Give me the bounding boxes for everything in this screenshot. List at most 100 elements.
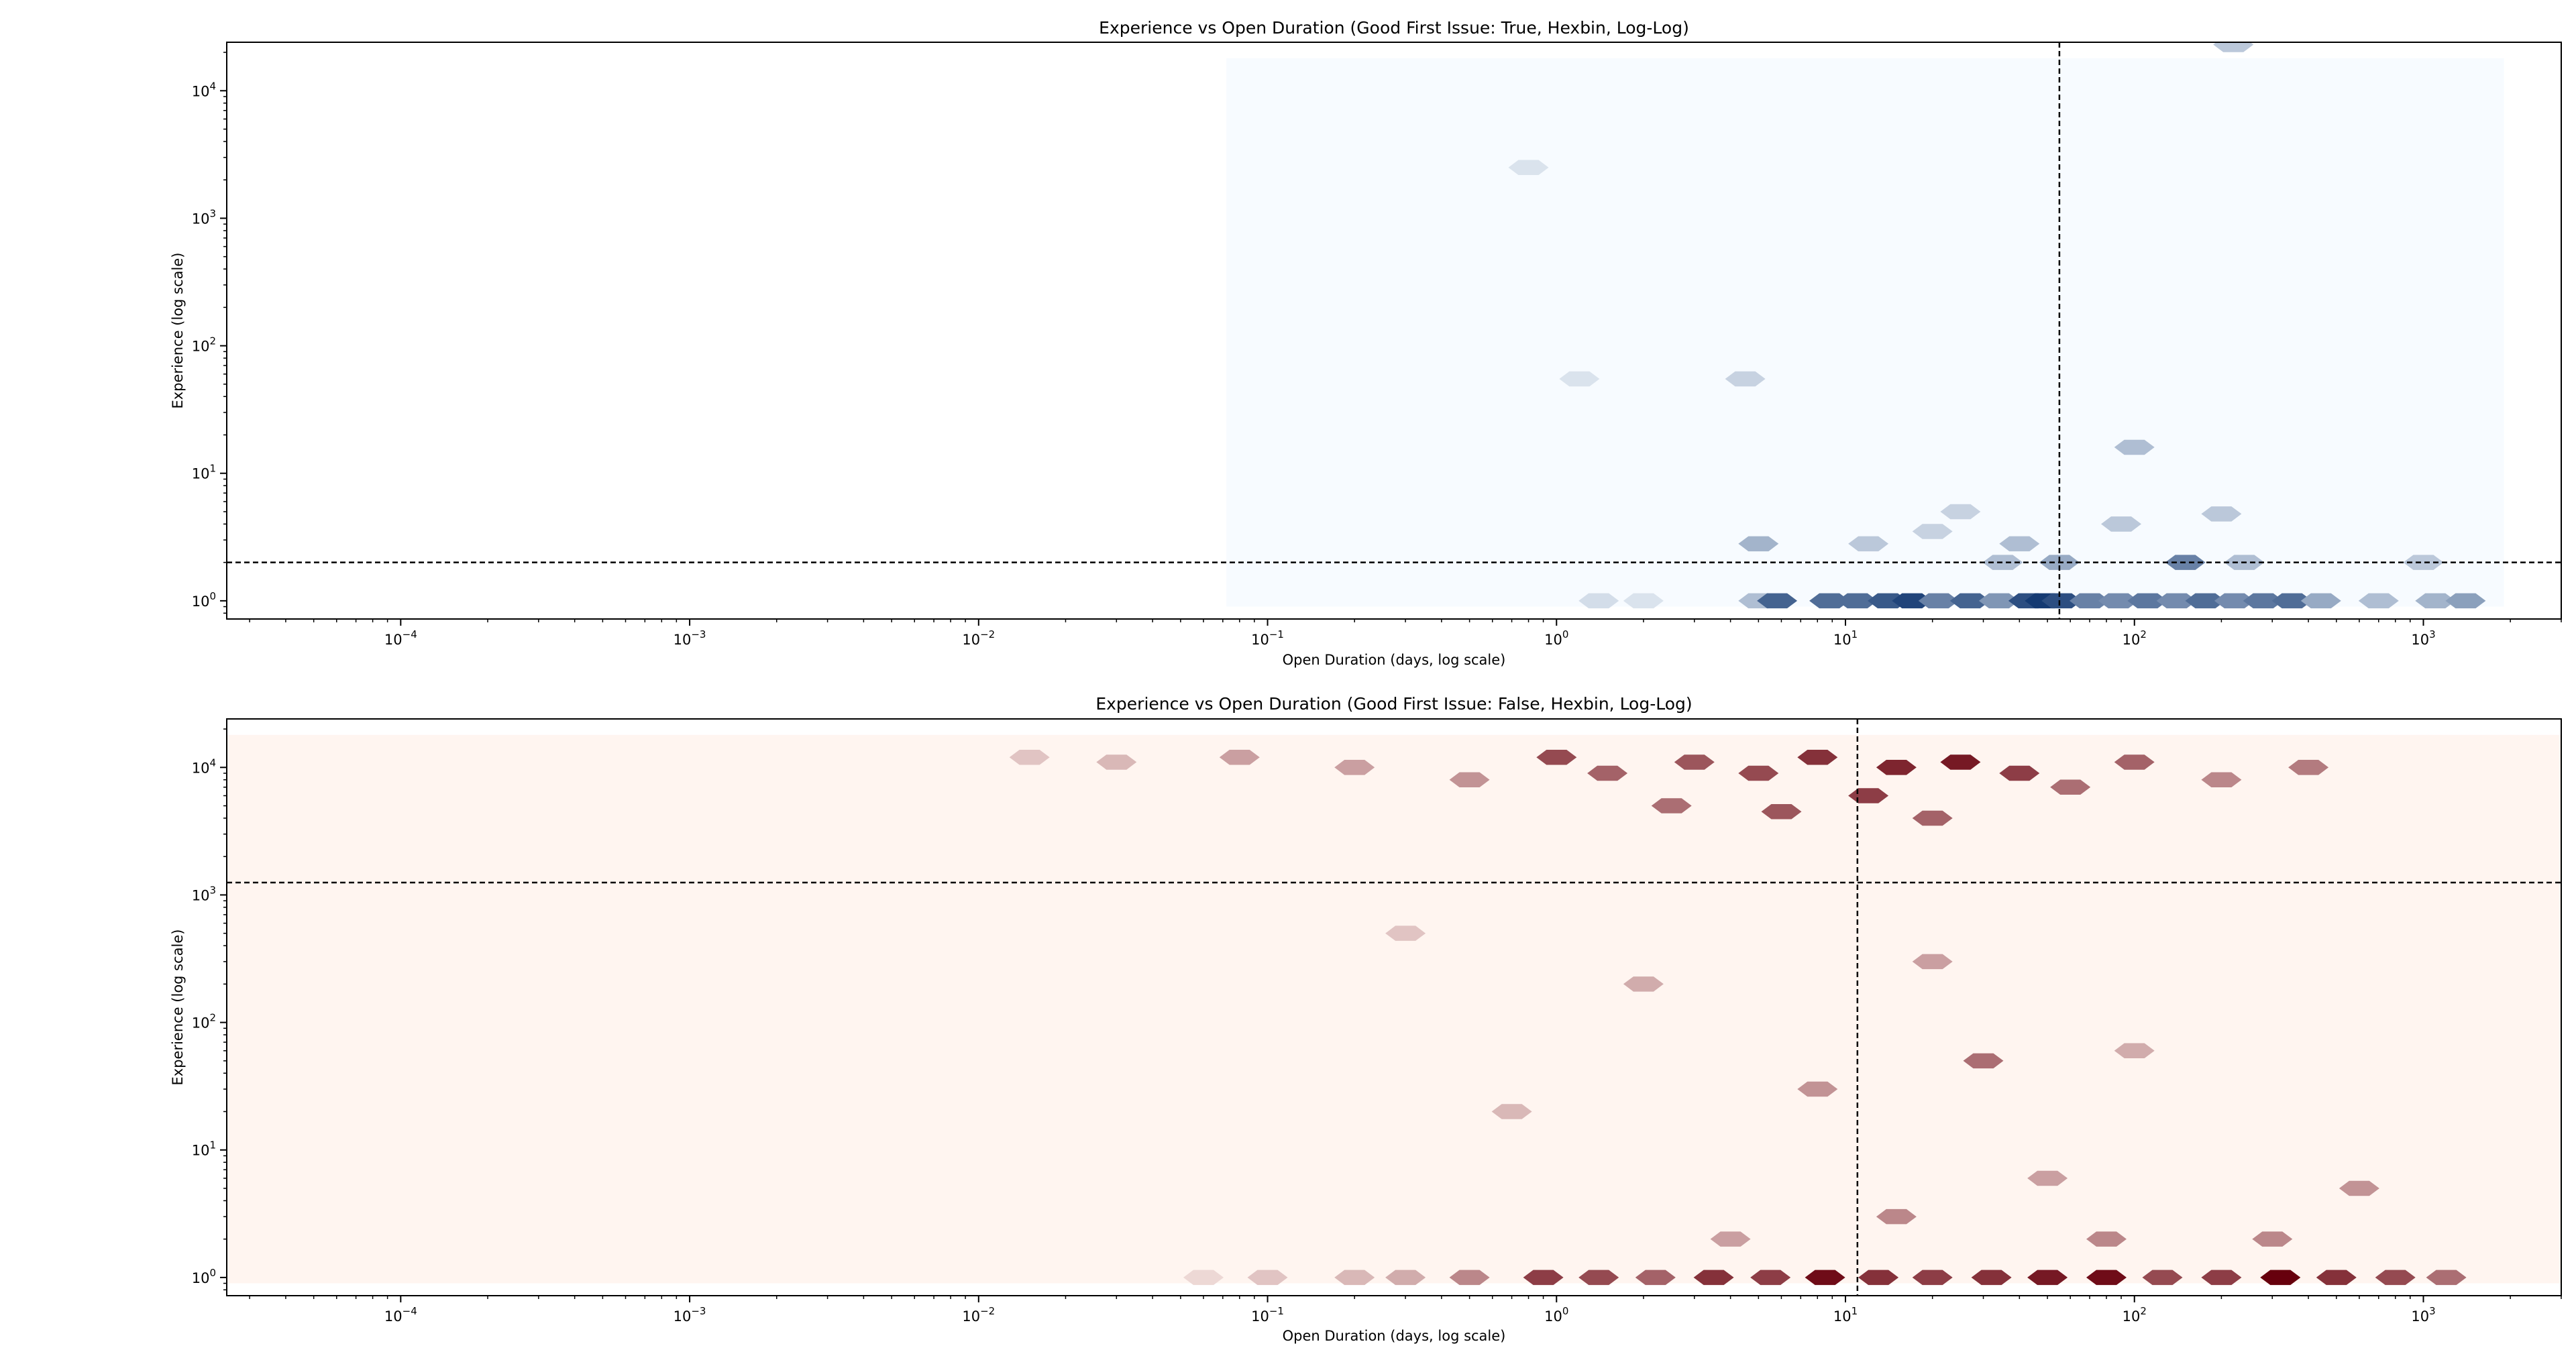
chart-panel-good-first-issue-true: Experience vs Open Duration (Good First … xyxy=(170,18,2562,668)
hexbin-cell xyxy=(2260,1270,2301,1286)
hexbin-cell xyxy=(2271,593,2312,609)
hexbin-cell xyxy=(1750,1270,1791,1286)
hexbin-cell xyxy=(1757,593,1798,609)
hexbin-cell xyxy=(2300,593,2341,609)
hexbin-cell xyxy=(2050,779,2091,795)
x-tick-label: 103 xyxy=(2411,1305,2435,1325)
hexbin-cell xyxy=(2086,1231,2127,1247)
hexbin-base-field xyxy=(1226,58,2504,607)
hexbin-cell xyxy=(1096,754,1137,770)
hexbin-cell xyxy=(2415,593,2456,609)
hexbin-cell xyxy=(1892,593,1933,609)
hexbin-cell xyxy=(1940,754,1981,770)
axes-frame xyxy=(226,718,2562,1296)
hexbin-cell xyxy=(1963,1053,2004,1069)
y-tick-label: 104 xyxy=(192,756,216,776)
hexbin-cell xyxy=(1999,765,2040,781)
hexbin-cell xyxy=(1536,750,1577,765)
hexbin-cell xyxy=(1837,593,1878,609)
hexbin-cell xyxy=(2156,593,2197,609)
hexbin-cell xyxy=(2027,1170,2068,1186)
hexbin-cell xyxy=(1876,1208,1917,1225)
hexbin-cells xyxy=(1226,42,2504,609)
hexbin-cell xyxy=(2445,593,2486,609)
y-axis-label: Experience (log scale) xyxy=(170,929,186,1086)
hexbin-cell xyxy=(1623,976,1664,992)
y-tick-label: 100 xyxy=(192,590,216,610)
hexbin-cell xyxy=(2252,1231,2293,1247)
hexbin-cell xyxy=(1183,1270,1224,1286)
hexbin-cell xyxy=(2213,42,2254,52)
hexbin-cell xyxy=(2358,593,2399,609)
hexbin-cell xyxy=(2114,1043,2155,1058)
y-axis-label: Experience (log scale) xyxy=(170,253,186,409)
hexbin-cell xyxy=(1809,593,1850,609)
hexbin-cell xyxy=(2288,760,2329,775)
hexbin-cell xyxy=(1978,593,2019,609)
hexbin-cell xyxy=(1805,1270,1845,1286)
hexbin-cell xyxy=(2070,593,2110,609)
y-tick-label: 100 xyxy=(192,1267,216,1286)
y-tick-label: 102 xyxy=(192,335,216,355)
median-lines xyxy=(227,42,2561,619)
hexbin-cell xyxy=(2114,439,2155,455)
x-tick-label: 10−1 xyxy=(1251,628,1284,648)
y-tick-label: 104 xyxy=(192,80,216,99)
hexbin-cell xyxy=(1876,760,1917,775)
hexbin-cell xyxy=(2098,593,2139,609)
x-tick-label: 10−2 xyxy=(962,628,995,648)
x-tick-label: 102 xyxy=(2123,628,2147,648)
hexbin-cell xyxy=(2243,593,2284,609)
hexbin-cell xyxy=(1247,1270,1288,1286)
hexbin-cell xyxy=(2027,1270,2068,1286)
hexbin-cell xyxy=(1912,810,1953,826)
hexbin-cell xyxy=(2201,772,2242,787)
y-tick-label: 103 xyxy=(192,207,216,227)
hexbin-cell xyxy=(1219,750,1260,765)
hexbin-cell xyxy=(1912,1270,1953,1286)
axes: 10−4 10−3 10−2 10−1 100 101 102 103 100 101 102 103… xyxy=(192,718,2562,1325)
hexbin-cell xyxy=(2214,593,2255,609)
hexbin-cell xyxy=(1797,1081,1838,1097)
x-tick-label: 10−1 xyxy=(1251,1305,1284,1325)
chart-panel-good-first-issue-false: Experience vs Open Duration (Good First … xyxy=(170,694,2562,1344)
x-tick-label: 103 xyxy=(2411,628,2435,648)
hexbin-cell xyxy=(1912,954,1953,970)
hexbin-cell xyxy=(1559,371,1600,387)
hexbin-cell xyxy=(2316,1270,2357,1286)
hexbin-cell xyxy=(1449,1270,1490,1286)
hexbin-cell xyxy=(2375,1270,2416,1286)
hexbin-cell xyxy=(1738,536,1779,552)
x-tick-label: 10−4 xyxy=(384,628,417,648)
hexbin-cell xyxy=(1491,1104,1532,1119)
hexbin-cell xyxy=(1334,1270,1375,1286)
y-tick-label: 101 xyxy=(192,1139,216,1159)
y-tick-label: 103 xyxy=(192,884,216,903)
hexbin-cell xyxy=(1999,536,2040,552)
x-tick-label: 10−3 xyxy=(674,1305,706,1325)
hexbin-cell xyxy=(2086,1270,2127,1286)
chart-title: Experience vs Open Duration (Good First … xyxy=(1095,694,1692,714)
x-tick-label: 100 xyxy=(1544,1305,1568,1325)
x-axis-label: Open Duration (days, log scale) xyxy=(1283,1328,1506,1344)
hexbin-cell xyxy=(2201,1270,2242,1286)
hexbin-cell xyxy=(1940,504,1981,520)
chart-title: Experience vs Open Duration (Good First … xyxy=(1099,18,1689,38)
x-tick-label: 10−4 xyxy=(384,1305,417,1325)
median-lines xyxy=(227,719,2561,1296)
hexbin-cell xyxy=(2403,555,2444,570)
x-tick-label: 101 xyxy=(1833,628,1858,648)
hexbin-cell xyxy=(1858,1270,1899,1286)
hexbin-cell xyxy=(1508,160,1549,175)
hexbin-cell xyxy=(1578,593,1619,609)
hexbin-cell xyxy=(1710,1231,1751,1247)
hexbin-cell xyxy=(1587,765,1628,781)
hexbin-cell xyxy=(1623,593,1664,609)
hexbin-cell xyxy=(2201,506,2242,522)
x-tick-label: 10−2 xyxy=(962,1305,995,1325)
hexbin-cell xyxy=(1385,1270,1426,1286)
hexbin-cell xyxy=(1578,1270,1619,1286)
hexbin-cell xyxy=(2101,516,2141,532)
hexbin-cell xyxy=(1009,750,1050,765)
hexbin-cell xyxy=(1449,772,1490,787)
